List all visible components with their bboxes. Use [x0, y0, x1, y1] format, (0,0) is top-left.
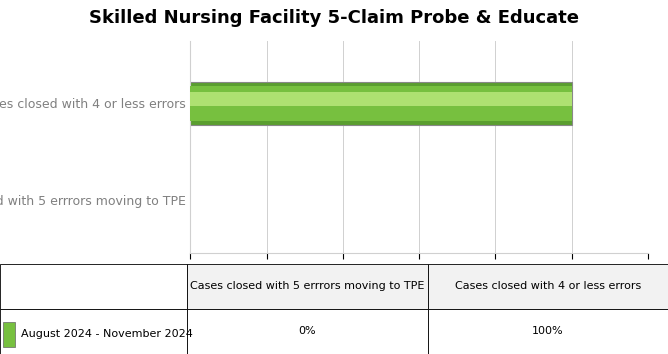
Bar	[190, 82, 572, 125]
Text: Skilled Nursing Facility 5-Claim Probe & Educate: Skilled Nursing Facility 5-Claim Probe &…	[89, 9, 579, 27]
Text: August 2024 - November 2024: August 2024 - November 2024	[21, 329, 193, 339]
Bar	[190, 86, 572, 121]
FancyBboxPatch shape	[3, 321, 15, 347]
Bar	[190, 92, 572, 106]
